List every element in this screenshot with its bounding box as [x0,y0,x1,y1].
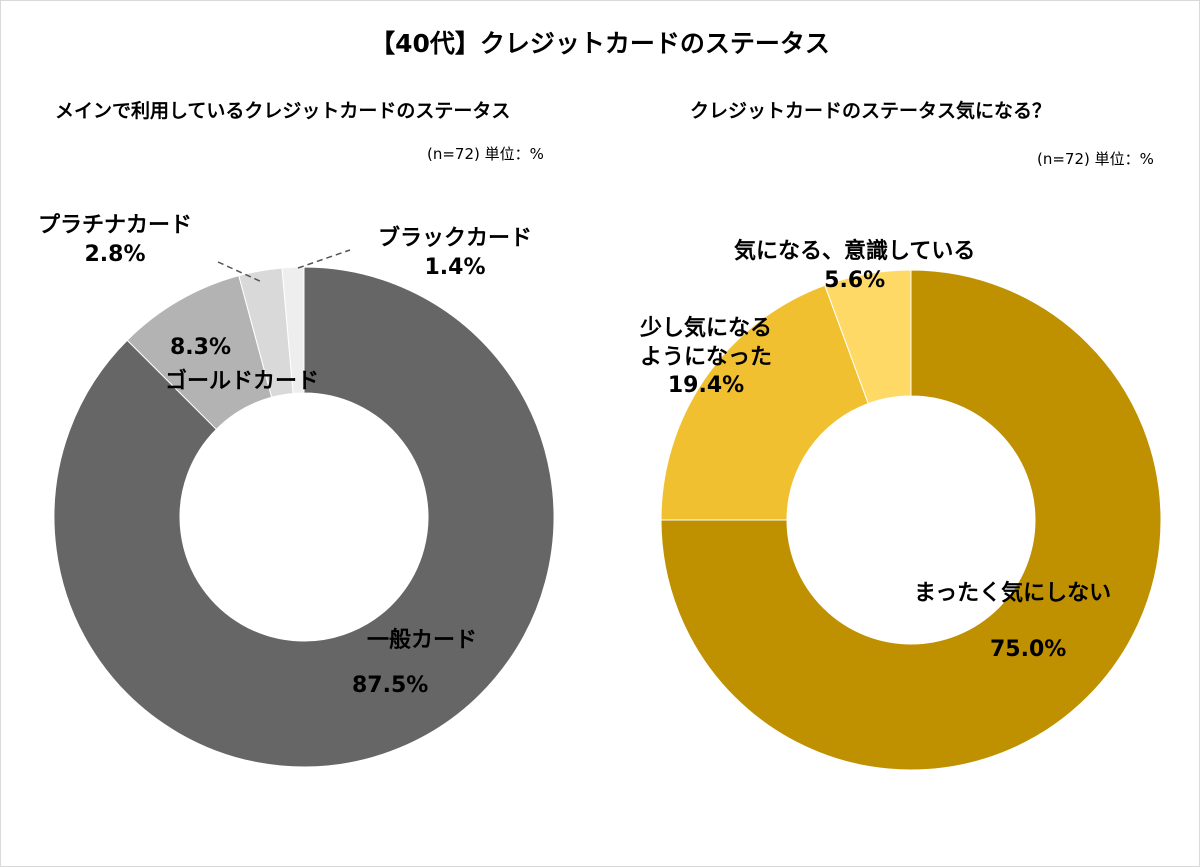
right-chart-note: (n=72) 単位：% [1037,150,1154,168]
label-black: ブラックカード 1.4% [378,226,533,280]
black-leader-line [297,249,351,269]
platinum-leader-line [217,261,263,283]
label-gold-value: 8.3% [170,335,232,360]
left-chart-title: メインで利用しているクレジットカードのステータス [55,100,511,122]
label-not-at-all-value: 75.0% [990,637,1067,662]
right-donut [660,269,1162,771]
label-somewhat: 少し気になる ようになった 19.4% [640,316,773,399]
label-platinum: プラチナカード 2.8% [38,213,193,267]
right-donut-slice-0 [660,269,1162,771]
right-donut-slice-1 [660,284,869,521]
left-chart-note: (n=72) 単位：% [427,145,544,163]
left-donut [53,266,555,768]
right-chart-title: クレジットカードのステータス気になる？ [690,100,1052,122]
main-title: 【40代】クレジットカードのステータス [370,29,830,58]
label-general: 一般カード [367,628,478,653]
label-gold: ゴールドカード [165,369,320,394]
right-donut-slice-2 [824,269,912,405]
label-not-at-all: まったく気にしない [914,581,1112,606]
left-donut-slice-3 [281,266,305,395]
label-aware: 気になる、意識している 5.6% [734,239,976,293]
label-general-value: 87.5% [352,673,429,698]
